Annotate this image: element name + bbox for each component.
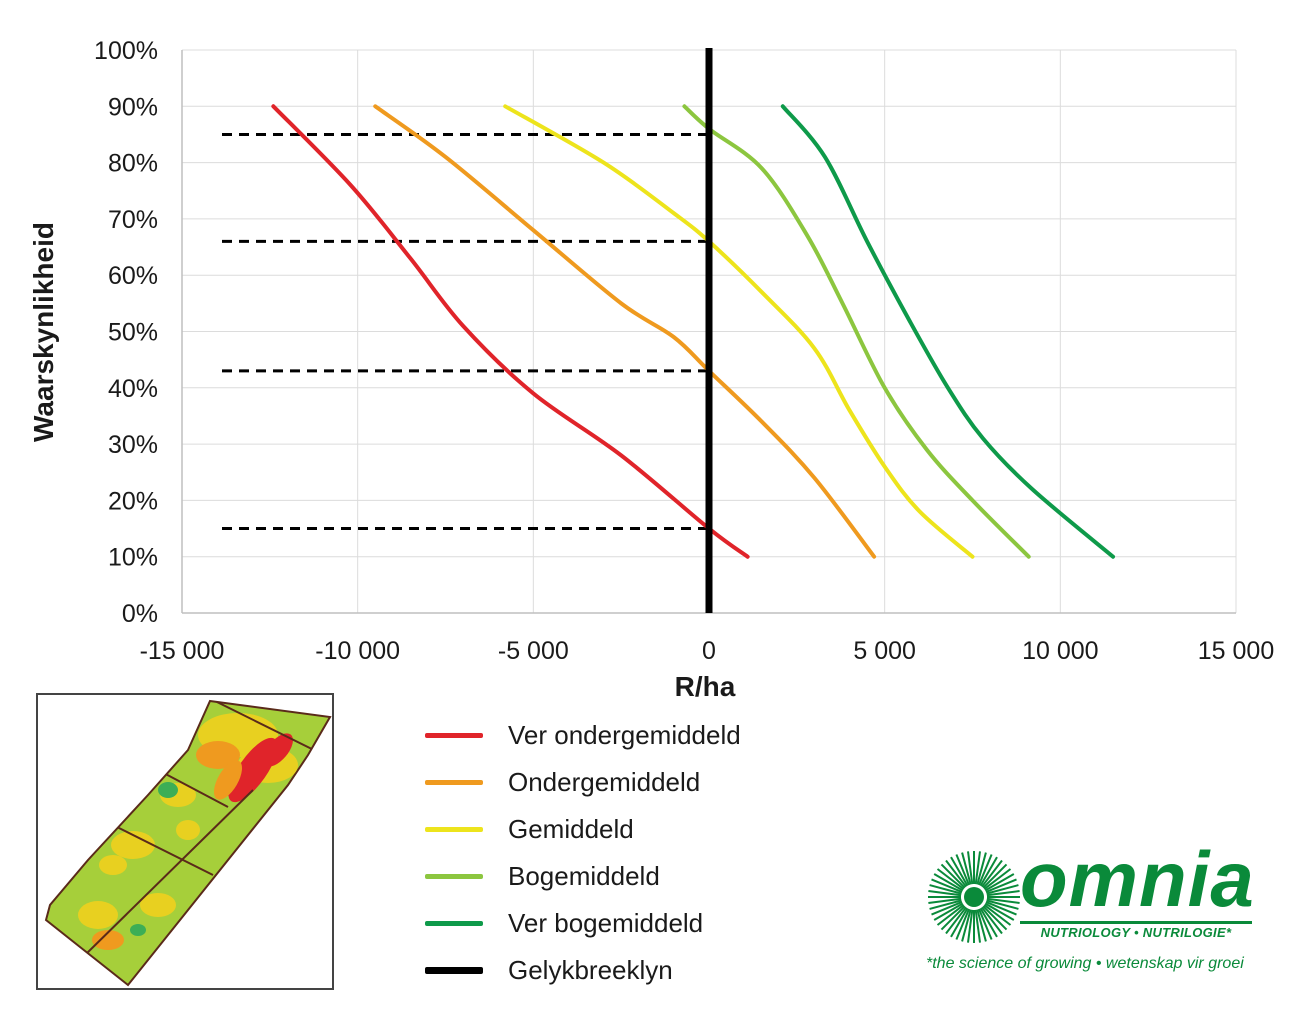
x-tick-label: -10 000 — [315, 637, 400, 665]
x-tick-label: -5 000 — [498, 637, 569, 665]
series-lines — [271, 48, 1116, 613]
legend-swatch-bogemiddeld — [425, 874, 483, 879]
sunburst-ray — [933, 873, 964, 892]
legend-swatch-ver-bogemiddeld — [425, 921, 483, 926]
sunburst-ray — [931, 878, 963, 893]
sunburst-ray — [986, 890, 1020, 897]
probability-chart: 0% 10% 20% 30% 40% 50% 60% 70% 80% 90% 100% -15 000… — [28, 37, 1274, 700]
legend-swatch-ondergemiddeld — [425, 780, 483, 785]
sunburst-ray — [929, 899, 962, 910]
sunburst-ray — [986, 884, 1019, 895]
sunburst-ray — [940, 863, 966, 889]
sunburst-ray — [940, 905, 966, 931]
x-axis-title: R/ha — [675, 671, 736, 700]
x-tick-label: -15 000 — [140, 637, 225, 665]
sunburst-ray — [950, 907, 969, 938]
sunburst-ray — [974, 909, 981, 943]
sunburst-ray — [985, 878, 1017, 893]
sunburst-ray — [986, 899, 1019, 910]
sunburst-ray — [961, 852, 972, 885]
x-tick-label: 10 000 — [1022, 637, 1098, 665]
logo-wordmark: omnia — [1020, 835, 1255, 923]
legend-item: Ver ondergemiddeld — [425, 712, 741, 759]
legend-item: Ver bogemiddeld — [425, 900, 741, 947]
sunburst-ray — [945, 906, 967, 935]
y-tick-label: 50% — [108, 319, 158, 347]
legend-label: Gemiddeld — [508, 814, 634, 844]
y-tick-label: 60% — [108, 262, 158, 290]
sunburst-ray — [976, 852, 987, 885]
sunburst-ray — [978, 908, 993, 940]
x-tick-label: 0 — [702, 637, 716, 665]
sunburst-ray — [936, 868, 965, 890]
sunburst-ray — [979, 907, 998, 938]
omnia-logo: omnia NUTRIOLOGY • NUTRILOGIE* *the scie… — [920, 839, 1260, 980]
sunburst-ray — [976, 909, 987, 942]
legend-item: Bogemiddeld — [425, 853, 741, 900]
legend-label: Bogemiddeld — [508, 861, 660, 891]
x-tick-label: 5 000 — [853, 637, 916, 665]
legend-label: Ver bogemiddeld — [508, 908, 704, 938]
y-tick-label: 20% — [108, 487, 158, 515]
sunburst-ray — [955, 854, 970, 886]
reference-lines — [222, 132, 709, 531]
sunburst-ray — [967, 909, 974, 943]
sunburst-ray — [979, 856, 998, 887]
sunburst-ray — [986, 897, 1020, 904]
y-tick-label: 30% — [108, 431, 158, 459]
series-line-ver-ondergemiddeld — [271, 104, 750, 559]
legend: Ver ondergemiddeld Ondergemiddeld Gemidd… — [425, 712, 741, 994]
field-map-image — [44, 699, 332, 987]
y-tick-label: 40% — [108, 375, 158, 403]
sunburst-ray — [982, 905, 1008, 931]
sunburst-ray — [967, 851, 974, 885]
sunburst-ray — [983, 904, 1012, 926]
series-line-ondergemiddeld — [373, 104, 877, 559]
legend-item: Ondergemiddeld — [425, 759, 741, 806]
sunburst-ray — [928, 897, 962, 904]
tick-labels: 0% 10% 20% 30% 40% 50% 60% 70% 80% 90% 100% -15 000… — [94, 37, 1274, 665]
sunburst-ray — [985, 901, 1017, 916]
sunburst-ray — [933, 902, 964, 921]
series-line-bogemiddeld — [682, 104, 1031, 559]
legend-swatch-ver-ondergemiddeld — [425, 733, 483, 738]
sunburst-ray — [961, 909, 972, 942]
y-tick-label: 70% — [108, 206, 158, 234]
sunburst-ray — [929, 884, 962, 895]
y-tick-label: 0% — [122, 600, 158, 628]
sunburst-ray — [983, 868, 1012, 890]
y-tick-label: 80% — [108, 150, 158, 178]
series-line-gemiddeld — [503, 104, 975, 559]
sunburst-ray — [955, 908, 970, 940]
sunburst-ray — [981, 859, 1003, 888]
y-tick-label: 90% — [108, 93, 158, 121]
y-tick-label: 100% — [94, 37, 158, 65]
sunburst-ray — [982, 863, 1008, 889]
y-axis-title: Waarskynlikheid — [28, 222, 59, 442]
sunburst-ray — [931, 901, 963, 916]
sun-burst-icon — [928, 851, 1020, 943]
sunburst-ray — [978, 854, 993, 886]
x-tick-label: 15 000 — [1198, 637, 1274, 665]
logo-tagline: *the science of growing • wetenskap vir … — [926, 955, 1244, 972]
sunburst-ray — [928, 890, 962, 897]
legend-swatch-gemiddeld — [425, 827, 483, 832]
sunburst-ray — [936, 904, 965, 926]
legend-label: Ver ondergemiddeld — [508, 720, 741, 750]
sunburst-ray — [974, 851, 981, 885]
legend-label: Ondergemiddeld — [508, 767, 701, 797]
legend-label: Gelykbreeklyn — [508, 955, 673, 985]
sunburst-ray — [984, 873, 1015, 892]
series-line-ver-bogemiddeld — [780, 104, 1116, 559]
sunburst-ray — [984, 902, 1015, 921]
sunburst-ray — [950, 856, 969, 887]
y-tick-label: 10% — [108, 544, 158, 572]
legend-swatch-gelykbreeklyn — [425, 967, 483, 974]
legend-item: Gemiddeld — [425, 806, 741, 853]
field-yield-map — [36, 693, 334, 990]
legend-item: Gelykbreeklyn — [425, 947, 741, 994]
sunburst-ray — [981, 906, 1003, 935]
logo-subline: NUTRIOLOGY • NUTRILOGIE* — [1020, 921, 1252, 940]
sunburst-ray — [945, 859, 967, 888]
